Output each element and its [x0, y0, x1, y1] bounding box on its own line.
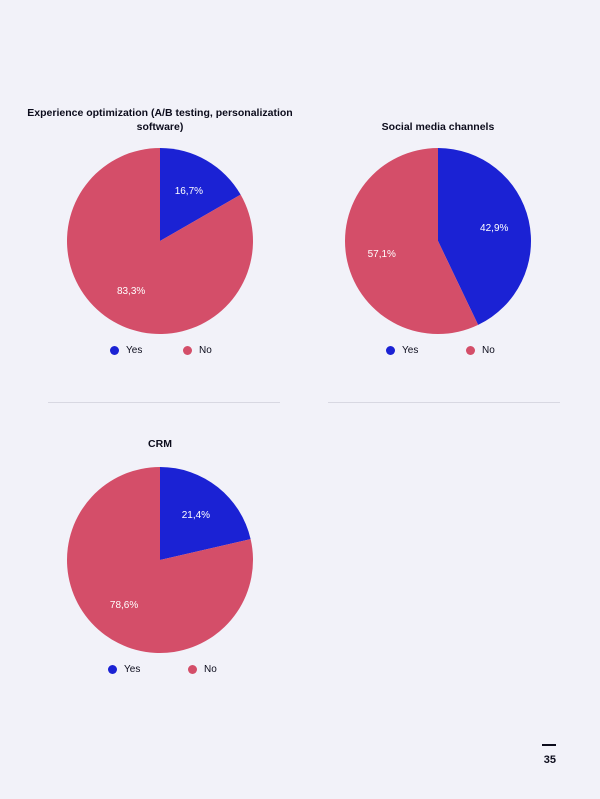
legend-swatch-yes	[386, 345, 395, 355]
legend-swatch-yes	[108, 664, 117, 674]
chart-social-media-channels: Social media channels 42,9% 57,1% Yes No	[298, 0, 578, 380]
legend-swatch-yes	[110, 345, 119, 355]
legend-item-yes: Yes	[386, 345, 418, 356]
legend: Yes No	[298, 342, 578, 358]
legend-label-yes: Yes	[126, 344, 143, 356]
data-label-yes: 21,4%	[182, 510, 210, 521]
pie-chart: 16,7% 83,3%	[67, 148, 253, 334]
legend-item-no: No	[466, 345, 495, 356]
data-label-no: 78,6%	[110, 600, 138, 611]
legend-swatch-no	[466, 345, 475, 355]
pie-slice-no	[67, 148, 253, 334]
legend-item-yes: Yes	[108, 664, 140, 675]
legend-item-yes: Yes	[110, 345, 142, 356]
legend-label-yes: Yes	[402, 344, 419, 356]
legend: Yes No	[20, 661, 300, 677]
chart-title: CRM	[148, 438, 172, 450]
data-label-no: 83,3%	[117, 286, 145, 297]
legend-label-no: No	[204, 663, 217, 675]
page-number-marker	[542, 744, 556, 746]
page-number: 35	[543, 754, 556, 766]
divider-left	[48, 402, 280, 403]
legend-label-no: No	[482, 344, 495, 356]
legend-item-no: No	[183, 345, 212, 356]
chart-experience-optimization: Experience optimization (A/B testing, pe…	[20, 0, 300, 380]
pie-chart: 42,9% 57,1%	[344, 148, 531, 334]
pie-chart: 21,4% 78,6%	[67, 467, 253, 653]
legend-item-no: No	[188, 664, 217, 675]
pie-slice-yes	[438, 148, 531, 325]
legend-label-yes: Yes	[124, 663, 141, 675]
chart-title: Experience optimization (A/B testing, pe…	[27, 107, 293, 133]
pie-slice-yes	[160, 148, 241, 241]
chart-title: Social media channels	[381, 121, 495, 133]
pie-slice-yes	[160, 467, 251, 560]
legend: Yes No	[20, 342, 300, 358]
legend-swatch-no	[188, 664, 197, 674]
legend-swatch-no	[183, 345, 192, 355]
chart-crm: CRM 21,4% 78,6% Yes No	[20, 0, 300, 700]
data-label-yes: 42,9%	[480, 223, 508, 234]
pie-slice-no	[344, 148, 479, 334]
data-label-yes: 16,7%	[175, 186, 203, 197]
pie-slice-no	[67, 467, 253, 653]
legend-label-no: No	[199, 344, 212, 356]
divider-right	[328, 402, 560, 403]
data-label-no: 57,1%	[368, 249, 396, 260]
